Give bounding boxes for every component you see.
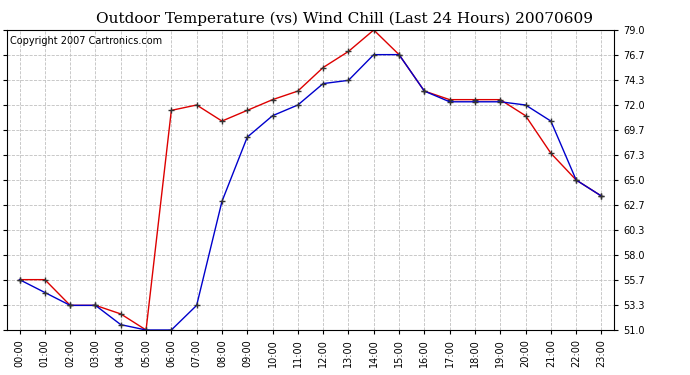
Text: Copyright 2007 Cartronics.com: Copyright 2007 Cartronics.com [10, 36, 162, 46]
Text: Outdoor Temperature (vs) Wind Chill (Last 24 Hours) 20070609: Outdoor Temperature (vs) Wind Chill (Las… [97, 11, 593, 26]
